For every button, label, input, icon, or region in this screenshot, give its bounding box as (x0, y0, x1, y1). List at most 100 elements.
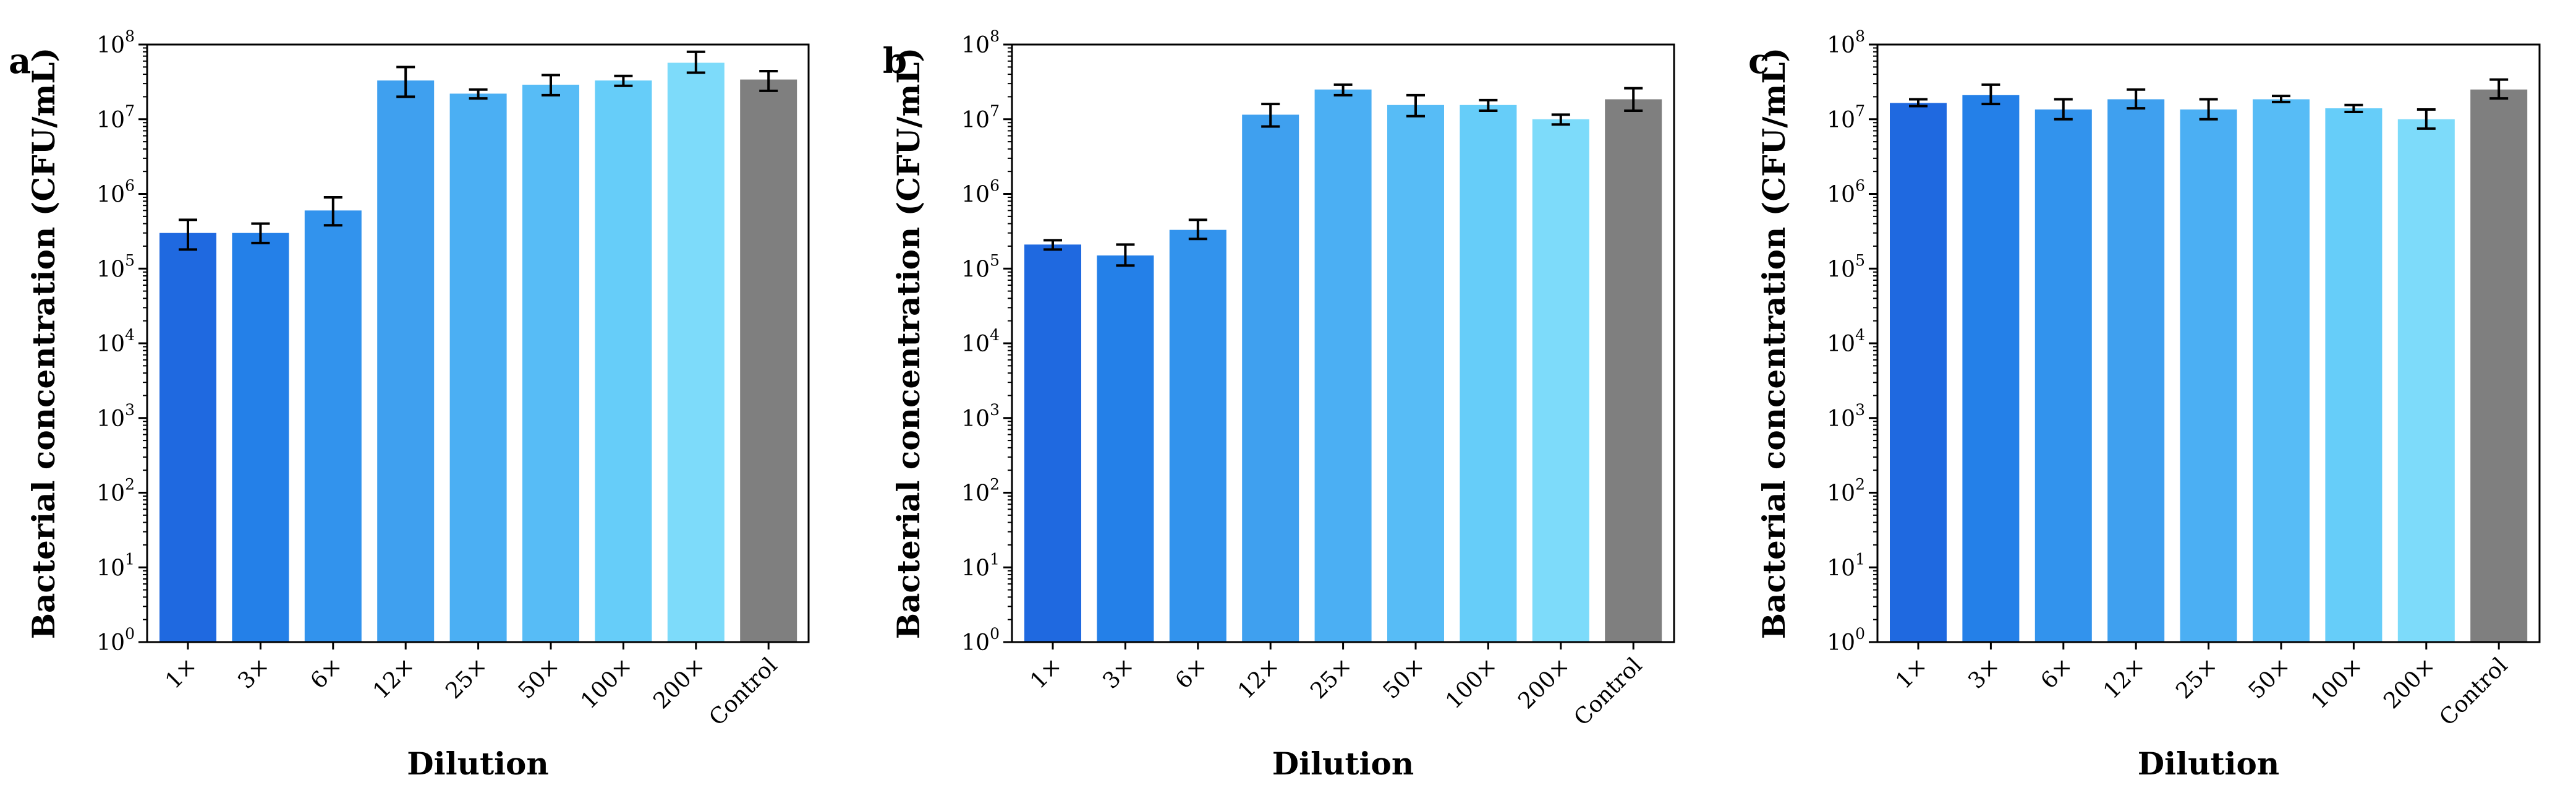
x-tick-label: 6× (2036, 653, 2078, 694)
x-tick-label: 12× (2099, 653, 2150, 704)
error-bar (2127, 88, 2146, 110)
error-bar (1188, 218, 1207, 241)
x-tick-label: 6× (306, 653, 347, 694)
x-tick-label: 50× (2244, 653, 2295, 704)
x-tick-label: 100× (1441, 653, 1502, 714)
y-tick-label: 104 (1827, 326, 1865, 357)
bar-control (740, 79, 797, 642)
x-tick-label: 1× (161, 653, 202, 694)
x-tick-label: 25× (2171, 653, 2222, 704)
x-tick-label: 12× (1233, 653, 1285, 704)
x-tick-label: 12× (368, 653, 420, 704)
y-tick-label: 105 (961, 251, 1000, 282)
bar-50x (522, 84, 579, 643)
bar-3x (1097, 255, 1154, 643)
error-bar (1333, 83, 1353, 96)
x-tick-label: 25× (1306, 653, 1357, 704)
y-tick-label: 103 (96, 401, 135, 432)
error-bar (1044, 239, 1062, 251)
error-bar (2344, 103, 2363, 114)
y-tick-label: 100 (961, 625, 1000, 656)
bar-12x (1242, 114, 1299, 643)
y-tick-label: 106 (96, 177, 135, 208)
error-bar (2489, 78, 2509, 100)
y-tick-label: 106 (1827, 177, 1865, 208)
bar-200x (667, 62, 725, 643)
bar-control (1605, 99, 1662, 642)
error-bar (2417, 108, 2436, 130)
bar-50x (1387, 105, 1444, 642)
bar-3x (1962, 95, 2020, 642)
x-tick-label: 200× (2379, 653, 2440, 714)
bar-3x (232, 233, 289, 643)
y-tick-label: 108 (961, 27, 1000, 58)
x-tick-label: 6× (1171, 653, 1212, 694)
y-axis-title: Bacterial concentration (CFU/mL) (890, 48, 927, 639)
bar-1x (1890, 103, 1947, 642)
x-tick-label: 200× (1513, 653, 1575, 714)
y-tick-label: 105 (1827, 251, 1865, 282)
error-bar (323, 196, 342, 227)
panel-label: b (883, 41, 907, 82)
y-tick-label: 107 (96, 102, 135, 133)
bar-100x (1460, 105, 1517, 642)
error-bar (251, 222, 270, 244)
bar-25x (2180, 109, 2237, 642)
error-bar (469, 88, 488, 100)
x-tick-label: Control (705, 653, 783, 731)
error-bar (396, 66, 415, 98)
x-tick-label: Control (1570, 653, 1647, 731)
y-tick-label: 107 (961, 102, 1000, 133)
y-tick-label: 100 (96, 625, 135, 656)
bar-6x (2034, 109, 2092, 642)
chart-panel-a: a 100 101 102 103 104 105 106 107 108 1× 3× 6× 12× 25×… (9, 27, 810, 782)
x-axis-title: Dilution (2138, 745, 2280, 782)
error-bar (2054, 98, 2073, 121)
y-tick-label: 107 (1827, 102, 1865, 133)
error-bar (614, 74, 633, 87)
x-tick-label: 3× (233, 653, 274, 694)
error-bar (1624, 87, 1643, 112)
x-tick-label: 1× (1026, 653, 1067, 694)
y-tick-label: 106 (961, 177, 1000, 208)
panel-label: c (1748, 41, 1769, 82)
bar-200x (2397, 119, 2455, 642)
x-tick-label: 3× (1963, 653, 2005, 694)
y-axis-title: Bacterial concentration (CFU/mL) (25, 48, 62, 639)
error-bar (686, 50, 705, 74)
y-tick-label: 100 (1827, 625, 1865, 656)
y-tick-label: 108 (96, 27, 135, 58)
bar-12x (377, 80, 435, 643)
bar-50x (2253, 99, 2310, 642)
x-axis-title: Dilution (1272, 745, 1414, 782)
bar-200x (1532, 119, 1589, 642)
error-bar (542, 74, 560, 96)
error-bar (1479, 98, 1498, 112)
bar-6x (304, 210, 362, 643)
x-tick-label: 25× (441, 653, 492, 704)
panel-label: a (9, 41, 31, 82)
error-bar (179, 218, 197, 251)
y-tick-label: 104 (96, 326, 135, 357)
error-bar (1909, 98, 1928, 108)
error-bar (1551, 113, 1570, 126)
y-tick-label: 101 (961, 550, 1000, 581)
y-tick-label: 101 (1827, 550, 1865, 581)
y-tick-label: 103 (1827, 401, 1865, 432)
bar-25x (1314, 89, 1372, 643)
y-tick-label: 108 (1827, 27, 1865, 58)
bar-control (2470, 89, 2528, 643)
bar-12x (2107, 99, 2165, 642)
y-tick-label: 102 (96, 476, 135, 507)
x-tick-label: 1× (1891, 653, 1932, 694)
x-tick-label: 3× (1098, 653, 1139, 694)
y-tick-label: 101 (96, 550, 135, 581)
chart-panel-c: c 100 101 102 103 104 105 106 107 108 1× 3× 6× 12× 25×… (1748, 27, 2541, 782)
x-tick-label: 200× (648, 653, 710, 714)
x-tick-label: 100× (576, 653, 637, 714)
bar-100x (2325, 108, 2383, 642)
x-tick-label: 100× (2306, 653, 2368, 714)
y-tick-label: 102 (961, 476, 1000, 507)
